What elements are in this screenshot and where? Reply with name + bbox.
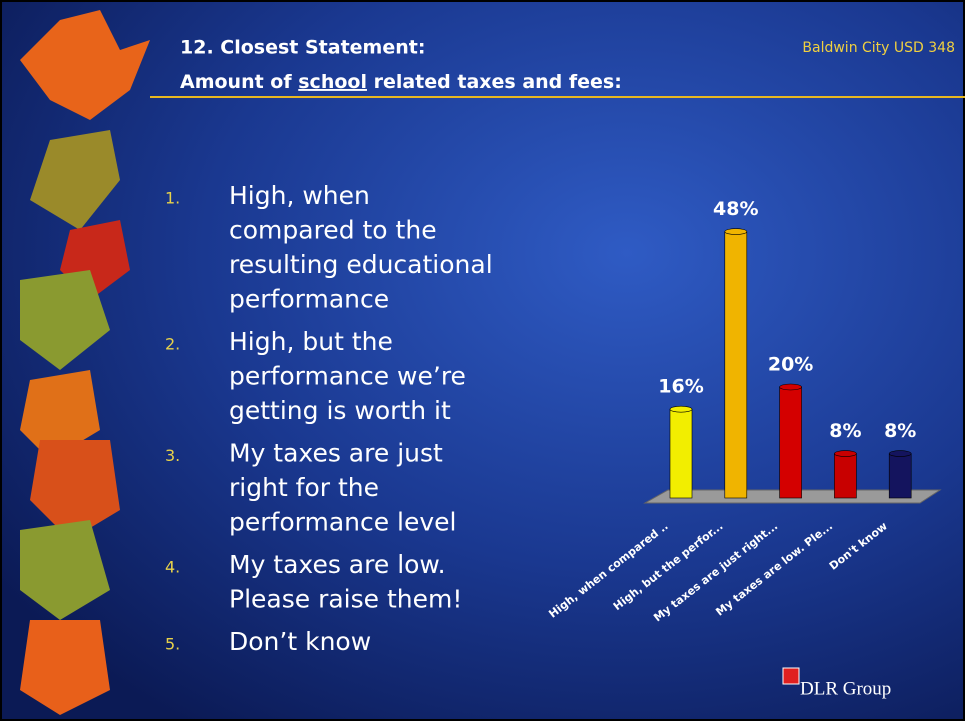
bar: [834, 453, 857, 499]
item-text: High, when: [229, 181, 370, 210]
title-line1: 12. Closest Statement:: [180, 37, 425, 59]
item-text: My taxes are just: [229, 439, 443, 468]
bar: [888, 453, 912, 499]
logo-mark: [782, 667, 800, 685]
item-text: performance we’re: [229, 362, 466, 391]
bar-top: [724, 228, 748, 235]
value-label: 20%: [768, 354, 813, 376]
title-underlined: school: [298, 71, 367, 93]
value-label: 48%: [713, 198, 758, 220]
item-number: 3.: [165, 446, 180, 465]
item-text: getting is worth it: [229, 396, 451, 425]
item-text: High, but the: [229, 327, 393, 356]
item-number: 1.: [165, 189, 180, 208]
bar-top: [669, 405, 693, 413]
bar-top: [888, 450, 912, 457]
item-text: performance level: [229, 508, 457, 537]
value-label: 8%: [884, 420, 916, 442]
bar-top: [834, 450, 857, 457]
item-number: 4.: [165, 558, 180, 577]
item-number: 2.: [165, 335, 180, 354]
bar: [779, 386, 802, 499]
title-text: Amount of: [180, 71, 298, 93]
statement-list: 1. High, when compared to the resulting edu…: [165, 181, 493, 656]
bar-top: [779, 383, 802, 391]
title-line2: Amount of school related taxes and fees:: [180, 71, 622, 93]
bar: [724, 231, 748, 499]
item-text: resulting educational: [229, 250, 493, 279]
item-number: 5.: [165, 635, 180, 654]
item-text: My taxes are low.: [229, 550, 446, 579]
item-text: compared to the: [229, 216, 437, 245]
leaves: [20, 10, 150, 715]
item-text: Don’t know: [229, 627, 371, 656]
item-text: Please raise them!: [229, 585, 462, 614]
title-text: related taxes and fees:: [367, 71, 622, 93]
logo: DLR Group: [800, 678, 891, 699]
bar: [669, 408, 693, 499]
value-label: 8%: [829, 420, 861, 442]
item-text: performance: [229, 285, 389, 314]
org-name: Baldwin City USD 348: [802, 40, 955, 56]
value-label: 16%: [658, 376, 703, 398]
item-text: right for the: [229, 473, 379, 502]
